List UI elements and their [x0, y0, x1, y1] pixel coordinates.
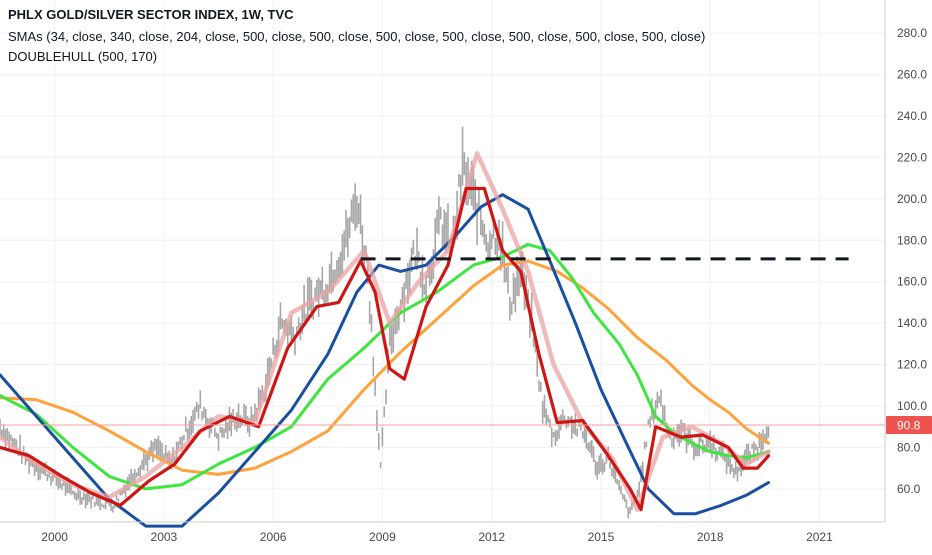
- x-tick-label: 2021: [806, 530, 833, 544]
- price-bars: [0, 126, 770, 519]
- price-badge: [886, 416, 932, 435]
- y-tick-label: 60.0: [897, 482, 921, 496]
- y-tick-label: 220.0: [897, 150, 927, 164]
- chart-title: PHLX GOLD/SILVER SECTOR INDEX, 1W, TVC: [8, 7, 294, 22]
- x-tick-label: 2006: [260, 530, 287, 544]
- y-tick-label: 260.0: [897, 68, 927, 82]
- y-tick-label: 80.0: [897, 440, 921, 454]
- line-sma500: [0, 259, 770, 476]
- y-tick-label: 160.0: [897, 275, 927, 289]
- y-tick-label: 120.0: [897, 358, 927, 372]
- y-tick-label: 180.0: [897, 233, 927, 247]
- y-tick-label: 140.0: [897, 316, 927, 330]
- line-sma204: [0, 242, 770, 491]
- y-tick-label: 200.0: [897, 192, 927, 206]
- line-sma34: [0, 151, 771, 512]
- line-sma340: [0, 193, 770, 528]
- y-tick-label: 240.0: [897, 109, 927, 123]
- x-tick-label: 2018: [697, 530, 724, 544]
- y-tick-label: 100.0: [897, 399, 927, 413]
- x-tick-label: 2000: [41, 530, 68, 544]
- sma-legend: SMAs (34, close, 340, close, 204, close,…: [8, 29, 706, 44]
- line-hull: [0, 186, 771, 512]
- hull-legend: DOUBLEHULL (500, 170): [8, 49, 158, 64]
- grid: [0, 0, 885, 522]
- indicator-lines: [0, 151, 885, 528]
- x-tick-label: 2012: [478, 530, 505, 544]
- x-tick-label: 2003: [151, 530, 178, 544]
- price-badge-label: 90.8: [897, 419, 921, 433]
- y-tick-label: 280.0: [897, 26, 927, 40]
- x-tick-label: 2009: [369, 530, 396, 544]
- x-tick-label: 2015: [588, 530, 615, 544]
